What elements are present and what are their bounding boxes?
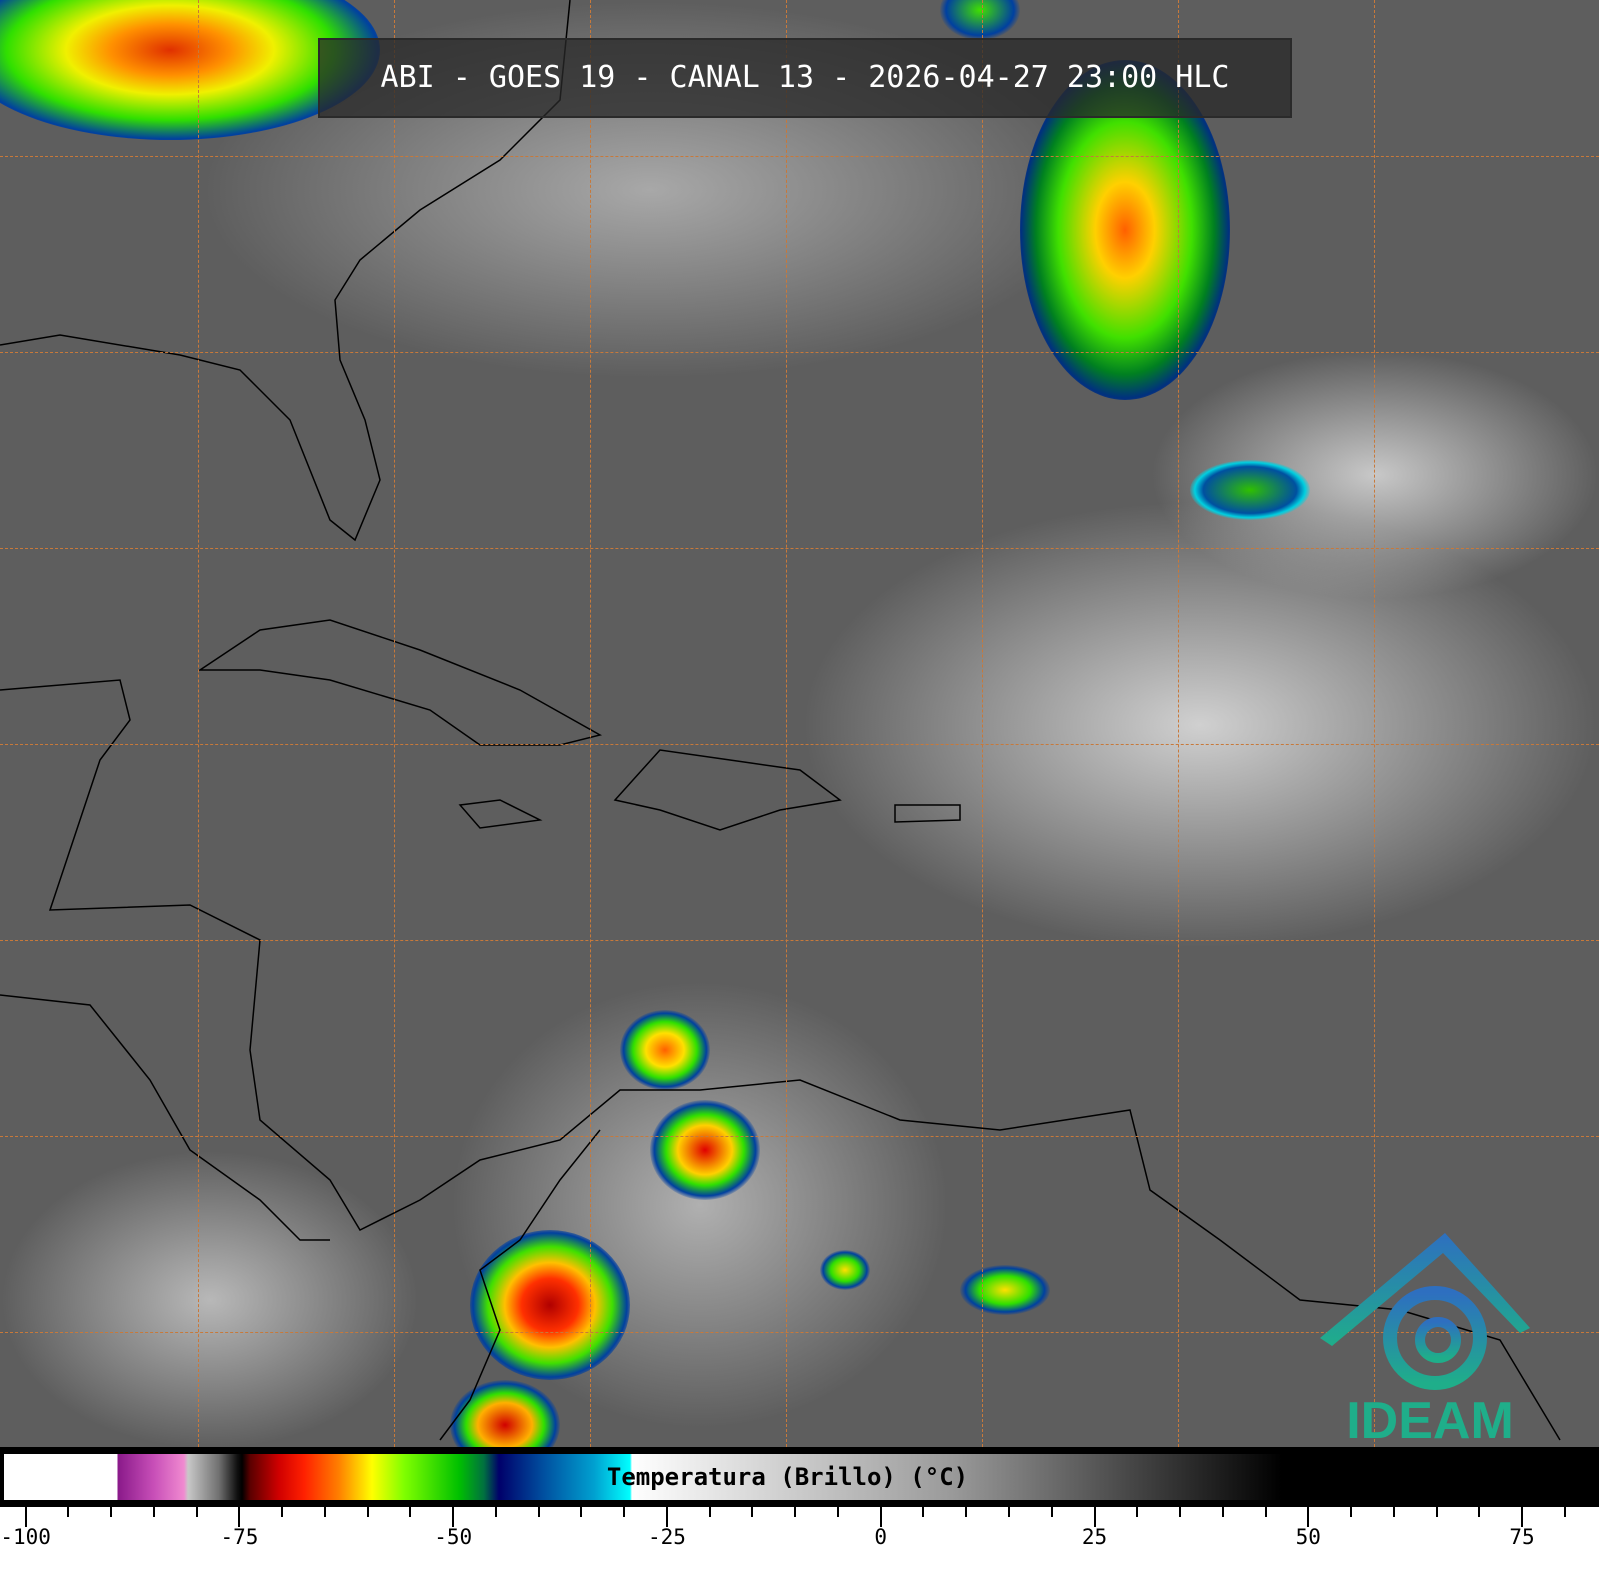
storm-cell xyxy=(450,1380,560,1447)
minor-tick xyxy=(1478,1507,1481,1517)
minor-tick xyxy=(1221,1507,1224,1517)
cloud-area xyxy=(0,1150,420,1447)
hispaniola-coast xyxy=(613,749,842,831)
major-tick xyxy=(238,1507,241,1527)
storm-cell xyxy=(620,1010,710,1090)
minor-tick xyxy=(366,1507,369,1517)
tick-label: -25 xyxy=(647,1525,686,1549)
minor-tick xyxy=(623,1507,626,1517)
storm-cell xyxy=(960,1265,1050,1315)
pacific-coast xyxy=(0,994,330,1241)
minor-tick xyxy=(152,1507,155,1517)
coastlines xyxy=(0,0,1561,1441)
puerto-rico-coast xyxy=(894,804,961,823)
minor-tick xyxy=(1136,1507,1139,1517)
major-tick xyxy=(24,1507,27,1527)
colorbar-label: Temperatura (Brillo) (°C) xyxy=(606,1463,969,1491)
grid-line xyxy=(198,0,199,1447)
cuba-coast xyxy=(197,619,603,746)
minor-tick xyxy=(281,1507,284,1517)
grid-line xyxy=(1374,0,1375,1447)
tick-label: 75 xyxy=(1509,1525,1535,1549)
ideam-logo: IDEAM xyxy=(1320,1233,1530,1443)
grid-line xyxy=(590,0,591,1447)
logo-text: IDEAM xyxy=(1346,1392,1514,1443)
minor-tick xyxy=(1563,1507,1566,1517)
minor-tick xyxy=(110,1507,113,1517)
colorbar-gradient xyxy=(4,1454,1599,1500)
grid-line xyxy=(0,1332,1599,1333)
tick-label: -100 xyxy=(0,1525,51,1549)
grid-line xyxy=(786,0,787,1447)
south-america-coast xyxy=(439,1129,601,1441)
major-tick xyxy=(1093,1507,1096,1527)
grid-line xyxy=(0,1136,1599,1137)
minor-tick xyxy=(323,1507,326,1517)
minor-tick xyxy=(751,1507,754,1517)
minor-tick xyxy=(67,1507,70,1517)
central-america-coast xyxy=(0,679,1561,1441)
major-tick xyxy=(1521,1507,1524,1527)
minor-tick xyxy=(1179,1507,1181,1517)
colorbar: Temperatura (Brillo) (°C) xyxy=(0,1447,1599,1507)
minor-tick xyxy=(1392,1507,1395,1517)
tick-label: -75 xyxy=(220,1525,259,1549)
major-tick xyxy=(879,1507,882,1527)
tick-label: 50 xyxy=(1295,1525,1321,1549)
grid-line xyxy=(0,156,1599,157)
minor-tick xyxy=(409,1507,412,1517)
major-tick xyxy=(1307,1507,1310,1527)
jamaica-coast xyxy=(458,799,543,829)
tick-label: -50 xyxy=(434,1525,473,1549)
storm-cell xyxy=(470,1230,630,1380)
grid-line xyxy=(0,940,1599,941)
minor-tick xyxy=(1050,1507,1053,1517)
grid-line xyxy=(982,0,983,1447)
grid-line xyxy=(0,352,1599,353)
tick-label: 25 xyxy=(1081,1525,1108,1549)
minor-tick xyxy=(836,1507,839,1517)
minor-tick xyxy=(794,1507,797,1517)
storm-cell xyxy=(650,1100,760,1200)
minor-tick xyxy=(537,1507,540,1517)
storm-cell xyxy=(820,1250,870,1290)
minor-tick xyxy=(494,1507,497,1517)
storm-cell xyxy=(1190,460,1310,520)
minor-tick xyxy=(195,1507,198,1517)
minor-tick xyxy=(1007,1507,1010,1517)
minor-tick xyxy=(922,1507,925,1517)
minor-tick xyxy=(1264,1507,1267,1517)
minor-tick xyxy=(1435,1507,1438,1517)
florida-coast xyxy=(0,0,571,542)
major-tick xyxy=(665,1507,668,1527)
grid-line xyxy=(1178,0,1179,1447)
minor-tick xyxy=(1350,1507,1353,1517)
minor-tick xyxy=(580,1507,583,1517)
colorbar-axis: -100 -75 -50 -25 0 25 50 75 xyxy=(0,1507,1599,1577)
satellite-map: ABI - GOES 19 - CANAL 13 - 2026-04-27 23… xyxy=(0,0,1599,1447)
grid-line xyxy=(0,548,1599,549)
tick-label: 0 xyxy=(874,1525,888,1549)
major-tick xyxy=(452,1507,455,1527)
image-title: ABI - GOES 19 - CANAL 13 - 2026-04-27 23… xyxy=(318,38,1292,118)
minor-tick xyxy=(965,1507,968,1517)
grid-line xyxy=(0,744,1599,745)
grid-line xyxy=(394,0,395,1447)
minor-tick xyxy=(708,1507,711,1517)
